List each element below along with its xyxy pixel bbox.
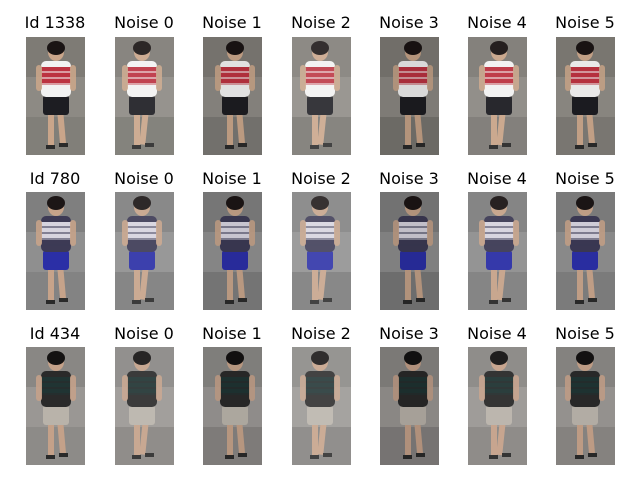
noisy-person-image xyxy=(203,192,262,310)
query-person-image xyxy=(26,37,85,155)
noise-title: Noise 2 xyxy=(291,324,351,343)
noisy-person-image xyxy=(380,192,439,310)
query-person-image xyxy=(26,347,85,465)
noisy-person-image xyxy=(556,192,615,310)
noise-title: Noise 4 xyxy=(467,169,527,188)
noise-title: Noise 0 xyxy=(114,13,174,32)
noise-title: Noise 5 xyxy=(555,169,615,188)
noisy-person-image xyxy=(292,192,351,310)
noisy-person-image xyxy=(115,347,174,465)
noise-title: Noise 1 xyxy=(202,324,262,343)
noise-title: Noise 4 xyxy=(467,324,527,343)
noise-title: Noise 0 xyxy=(114,169,174,188)
identity-title: Id 434 xyxy=(29,324,81,343)
noise-title: Noise 2 xyxy=(291,169,351,188)
noisy-person-image xyxy=(115,192,174,310)
noise-title: Noise 0 xyxy=(114,324,174,343)
noisy-person-image xyxy=(115,37,174,155)
noisy-person-image xyxy=(468,192,527,310)
noisy-person-image xyxy=(468,347,527,465)
noise-title: Noise 3 xyxy=(379,13,439,32)
noisy-person-image xyxy=(380,37,439,155)
noise-title: Noise 4 xyxy=(467,13,527,32)
noise-title: Noise 1 xyxy=(202,169,262,188)
noisy-person-image xyxy=(556,37,615,155)
identity-title: Id 1338 xyxy=(24,13,86,32)
noisy-person-image xyxy=(292,37,351,155)
noise-title: Noise 1 xyxy=(202,13,262,32)
noisy-person-image xyxy=(203,37,262,155)
noisy-person-image xyxy=(203,347,262,465)
noisy-person-image xyxy=(380,347,439,465)
noisy-person-image xyxy=(468,37,527,155)
noise-title: Noise 2 xyxy=(291,13,351,32)
noisy-person-image xyxy=(292,347,351,465)
noise-title: Noise 5 xyxy=(555,13,615,32)
query-person-image xyxy=(26,192,85,310)
identity-title: Id 780 xyxy=(29,169,81,188)
noise-title: Noise 3 xyxy=(379,324,439,343)
noisy-person-image xyxy=(556,347,615,465)
noise-title: Noise 3 xyxy=(379,169,439,188)
noise-title: Noise 5 xyxy=(555,324,615,343)
